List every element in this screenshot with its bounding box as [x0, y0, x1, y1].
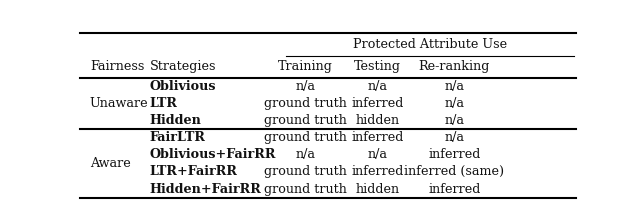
Text: inferred: inferred	[351, 131, 404, 144]
Text: Re-ranking: Re-ranking	[419, 60, 490, 73]
Text: Oblivious+FairRR: Oblivious+FairRR	[150, 148, 276, 161]
Text: n/a: n/a	[445, 97, 465, 110]
Text: Unaware: Unaware	[90, 97, 148, 110]
Text: hidden: hidden	[356, 114, 399, 127]
Text: Testing: Testing	[354, 60, 401, 73]
Text: Hidden+FairRR: Hidden+FairRR	[150, 182, 261, 196]
Text: Fairness: Fairness	[90, 60, 144, 73]
Text: ground truth: ground truth	[264, 97, 347, 110]
Text: n/a: n/a	[445, 80, 465, 93]
Text: hidden: hidden	[356, 182, 399, 196]
Text: Aware: Aware	[90, 157, 131, 170]
Text: n/a: n/a	[367, 80, 388, 93]
Text: inferred: inferred	[351, 165, 404, 178]
Text: Strategies: Strategies	[150, 60, 216, 73]
Text: n/a: n/a	[296, 80, 316, 93]
Text: FairLTR: FairLTR	[150, 131, 205, 144]
Text: n/a: n/a	[296, 148, 316, 161]
Text: n/a: n/a	[445, 131, 465, 144]
Text: Hidden: Hidden	[150, 114, 202, 127]
Text: ground truth: ground truth	[264, 131, 347, 144]
Text: inferred: inferred	[428, 148, 481, 161]
Text: Protected Attribute Use: Protected Attribute Use	[353, 38, 507, 51]
Text: Oblivious: Oblivious	[150, 80, 216, 93]
Text: ground truth: ground truth	[264, 114, 347, 127]
Text: LTR: LTR	[150, 97, 177, 110]
Text: inferred: inferred	[351, 97, 404, 110]
Text: ground truth: ground truth	[264, 165, 347, 178]
Text: n/a: n/a	[367, 148, 388, 161]
Text: inferred: inferred	[428, 182, 481, 196]
Text: LTR+FairRR: LTR+FairRR	[150, 165, 237, 178]
Text: inferred (same): inferred (same)	[404, 165, 504, 178]
Text: n/a: n/a	[445, 114, 465, 127]
Text: ground truth: ground truth	[264, 182, 347, 196]
Text: Training: Training	[278, 60, 333, 73]
